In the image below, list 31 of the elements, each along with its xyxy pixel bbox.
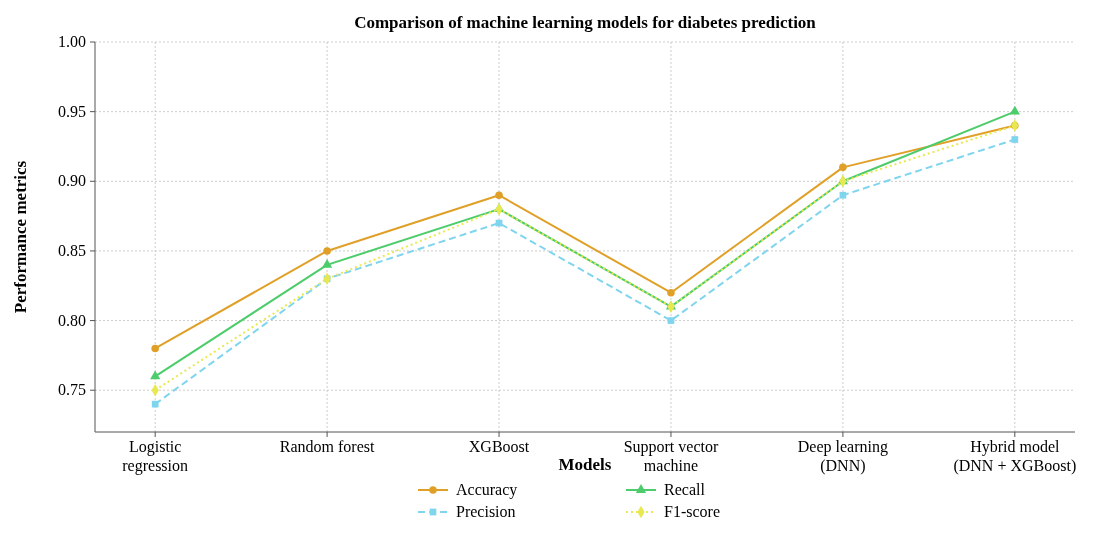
y-tick-label: 0.80: [58, 311, 86, 329]
point: [1009, 105, 1020, 115]
x-axis-title: Models: [558, 455, 612, 474]
y-tick-label: 1.00: [58, 33, 86, 50]
point: [667, 317, 675, 324]
x-tick-label: Logistic regression: [122, 438, 189, 475]
point: [151, 400, 159, 408]
y-axis-title: Performance metrics: [11, 160, 30, 314]
legend-label: Accuracy: [456, 481, 518, 499]
y-tick-label: 0.75: [58, 381, 86, 399]
point: [495, 191, 503, 199]
legend-label: Recall: [664, 481, 706, 498]
point: [150, 370, 161, 380]
point: [323, 247, 331, 255]
point: [322, 258, 333, 268]
x-tick-label: Random forest: [279, 438, 375, 455]
legend-label: F1-score: [664, 503, 720, 520]
y-tick-label: 0.90: [58, 172, 86, 190]
x-tick-label: Support vector machine: [623, 438, 719, 474]
x-tick-label: Deep learning (DNN): [797, 438, 888, 475]
point: [1011, 136, 1019, 143]
y-tick-label: 0.85: [58, 241, 86, 259]
chart-title: Comparison of machine learning models for diabetes prediction: [354, 13, 817, 32]
x-tick-label: XGBoost: [468, 438, 530, 455]
point: [839, 163, 847, 172]
point: [667, 288, 675, 297]
point: [151, 344, 159, 353]
legend-label: Precision: [456, 503, 516, 520]
x-tick-label: Hybrid model (DNN + XGBoost): [953, 438, 1077, 475]
point: [839, 191, 847, 199]
y-tick-label: 0.95: [58, 102, 86, 120]
